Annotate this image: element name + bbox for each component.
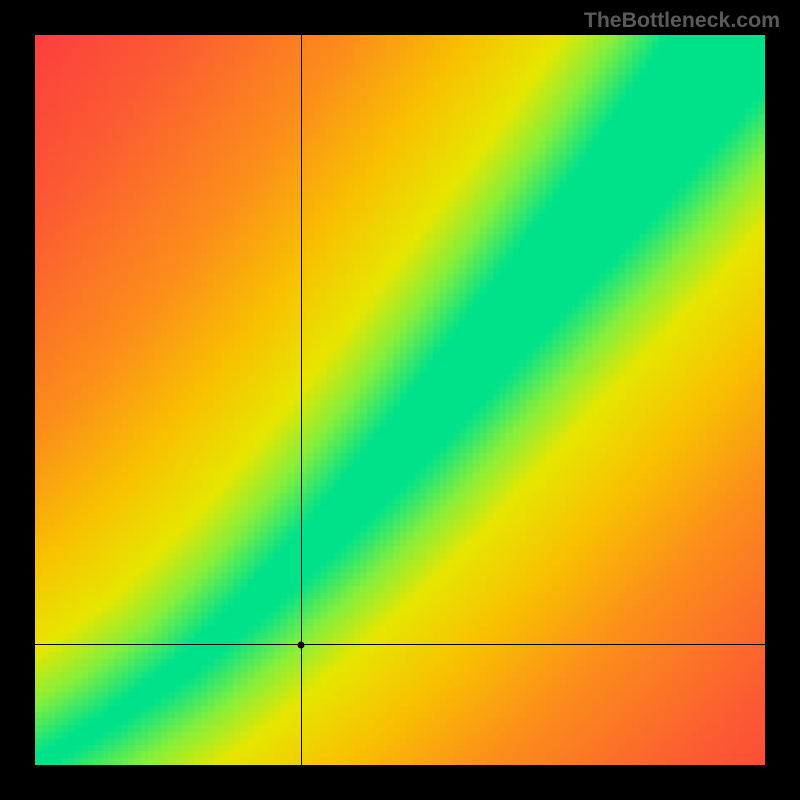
watermark-text: TheBottleneck.com [584, 8, 780, 33]
crosshair-point [298, 641, 305, 648]
crosshair-vertical [301, 35, 302, 765]
crosshair-horizontal [35, 644, 765, 645]
plot-area [35, 35, 765, 765]
chart-container: TheBottleneck.com [0, 0, 800, 800]
bottleneck-heatmap [35, 35, 765, 765]
